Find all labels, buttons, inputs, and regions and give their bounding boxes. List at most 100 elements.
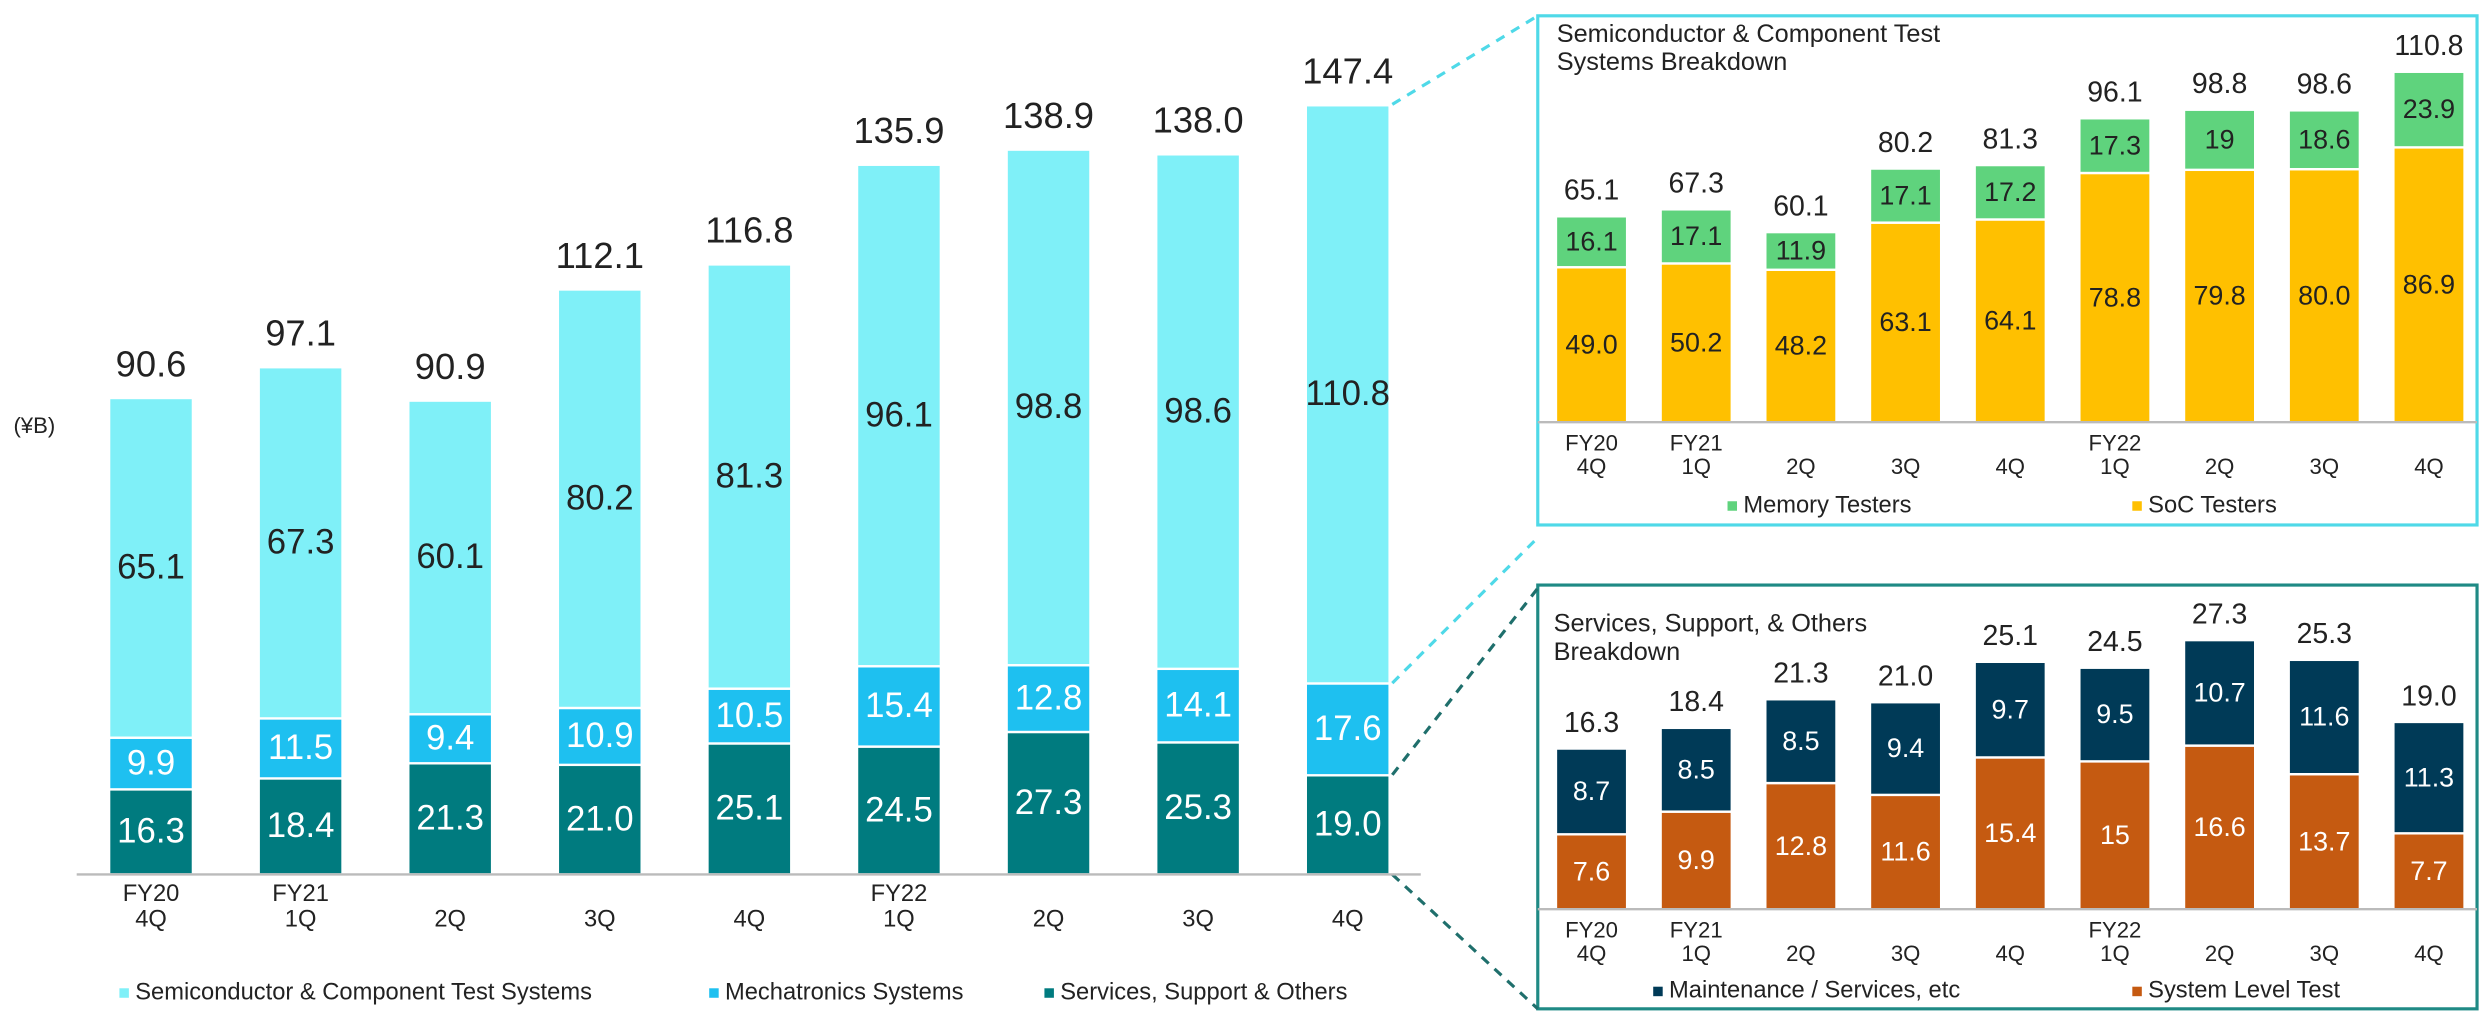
bar-segment (107, 736, 195, 791)
bar-segment (1155, 153, 1242, 671)
total-label: 112.1 (556, 235, 644, 276)
value-label: 67.3 (267, 524, 335, 562)
total-label: 67.3 (1669, 168, 1724, 200)
bar-segment (855, 745, 943, 876)
bar-segment (2182, 744, 2257, 911)
bar-segment (2392, 720, 2466, 835)
x-tick-label: 2Q (2205, 454, 2235, 479)
value-label: 9.9 (127, 744, 175, 782)
bar-segment (1554, 747, 1629, 836)
x-tick-label: 2Q (1786, 941, 1816, 966)
total-label: 65.1 (1564, 175, 1619, 207)
x-tick-label: 3Q (1891, 454, 1921, 479)
bar-segment (1659, 208, 1733, 265)
x-tick-label: 3Q (1182, 907, 1214, 933)
value-label: 14.1 (1164, 686, 1232, 724)
total-label: 98.8 (2192, 68, 2247, 100)
value-label: 11.6 (2299, 702, 2349, 732)
legend-marker (1653, 986, 1663, 997)
value-label: 13.7 (2298, 826, 2350, 856)
connector (1391, 587, 1540, 776)
bar-segment (2078, 117, 2152, 175)
value-label: 16.3 (117, 813, 185, 851)
value-label: 63.1 (1879, 307, 1931, 337)
bar-segment (556, 706, 643, 767)
total-label: 138.0 (1153, 100, 1244, 141)
value-label: 78.8 (2089, 282, 2141, 312)
bar-segment (706, 687, 793, 745)
value-label: 10.5 (716, 697, 784, 735)
x-tick-label: 4Q (2414, 454, 2444, 479)
bar-segment (2182, 638, 2257, 747)
total-label: 18.4 (1669, 686, 1724, 718)
bar-segment (257, 717, 344, 780)
value-label: 9.4 (426, 720, 474, 758)
x-tick-label: FY22 1Q (2088, 917, 2141, 966)
bar-segment (2392, 146, 2466, 424)
total-label: 80.2 (1878, 127, 1933, 159)
total-label: 16.3 (1564, 707, 1619, 739)
total-label: 110.8 (2394, 30, 2463, 62)
value-label: 27.3 (1015, 784, 1083, 822)
value-label: 12.8 (1775, 831, 1827, 861)
total-label: 90.9 (415, 346, 486, 387)
value-label: 50.2 (1670, 327, 1722, 357)
x-tick-label: FY22 1Q (871, 881, 928, 932)
bar-segment (2287, 658, 2362, 776)
bar-segment (1764, 230, 1838, 271)
bar-segment (706, 263, 793, 690)
value-label: 21.3 (416, 800, 484, 838)
value-label: 9.5 (2096, 699, 2133, 729)
value-label: 7.6 (1573, 856, 1610, 886)
total-label: 97.1 (265, 313, 336, 354)
legend-label: SoC Testers (2148, 492, 2277, 518)
total-label: 25.1 (1983, 620, 2038, 652)
bar-segment (1973, 756, 2048, 911)
value-label: 23.9 (2403, 94, 2455, 124)
total-label: 60.1 (1773, 190, 1828, 222)
legend-marker (1044, 988, 1054, 998)
x-tick-label: 3Q (584, 907, 616, 933)
x-tick-label: 2Q (2205, 941, 2235, 966)
x-tick-label: 4Q (2414, 941, 2444, 966)
x-tick-label: FY22 1Q (2088, 430, 2141, 479)
x-tick-label: 2Q (1786, 454, 1816, 479)
value-label: 64.1 (1984, 306, 2036, 336)
bar-segment (2182, 168, 2257, 424)
total-label: 24.5 (2087, 626, 2142, 658)
x-tick-label: FY21 1Q (1670, 917, 1723, 966)
value-label: 15.4 (1984, 818, 2036, 848)
total-label: 96.1 (2087, 77, 2142, 109)
value-label: 17.2 (1984, 177, 2036, 207)
value-label: 19.0 (1314, 806, 1382, 844)
value-label: 110.8 (1305, 375, 1389, 413)
x-tick-label: 4Q (1332, 907, 1364, 933)
value-label: 81.3 (716, 457, 784, 495)
bar-segment (1155, 741, 1242, 876)
value-label: 11.3 (2404, 762, 2454, 792)
total-label: 135.9 (853, 110, 944, 151)
legend-marker (1727, 501, 1738, 511)
x-tick-label: 2Q (1033, 907, 1065, 933)
x-tick-label: 2Q (434, 907, 466, 933)
bar-segment (1155, 667, 1242, 744)
total-label: 90.6 (116, 343, 187, 384)
legend-marker (119, 988, 129, 998)
bar-segment (1659, 726, 1733, 813)
total-label: 27.3 (2192, 598, 2247, 630)
value-label: 98.8 (1015, 388, 1083, 426)
total-label: 138.9 (1003, 95, 1094, 136)
value-label: 80.2 (566, 479, 634, 517)
value-label: 60.1 (416, 538, 484, 576)
bar-segment (1973, 660, 2048, 759)
panel-title: Semiconductor & Component Test Systems Br… (1557, 19, 1940, 75)
bar-segment (1554, 266, 1629, 424)
value-label: 86.9 (2403, 269, 2455, 299)
value-label: 17.1 (1670, 221, 1722, 251)
bar-segment (1973, 163, 2048, 221)
x-tick-label: FY20 4Q (1565, 430, 1618, 479)
x-tick-label: FY21 1Q (1670, 430, 1723, 479)
bar-segment (855, 163, 943, 668)
bar-segment (107, 788, 195, 876)
